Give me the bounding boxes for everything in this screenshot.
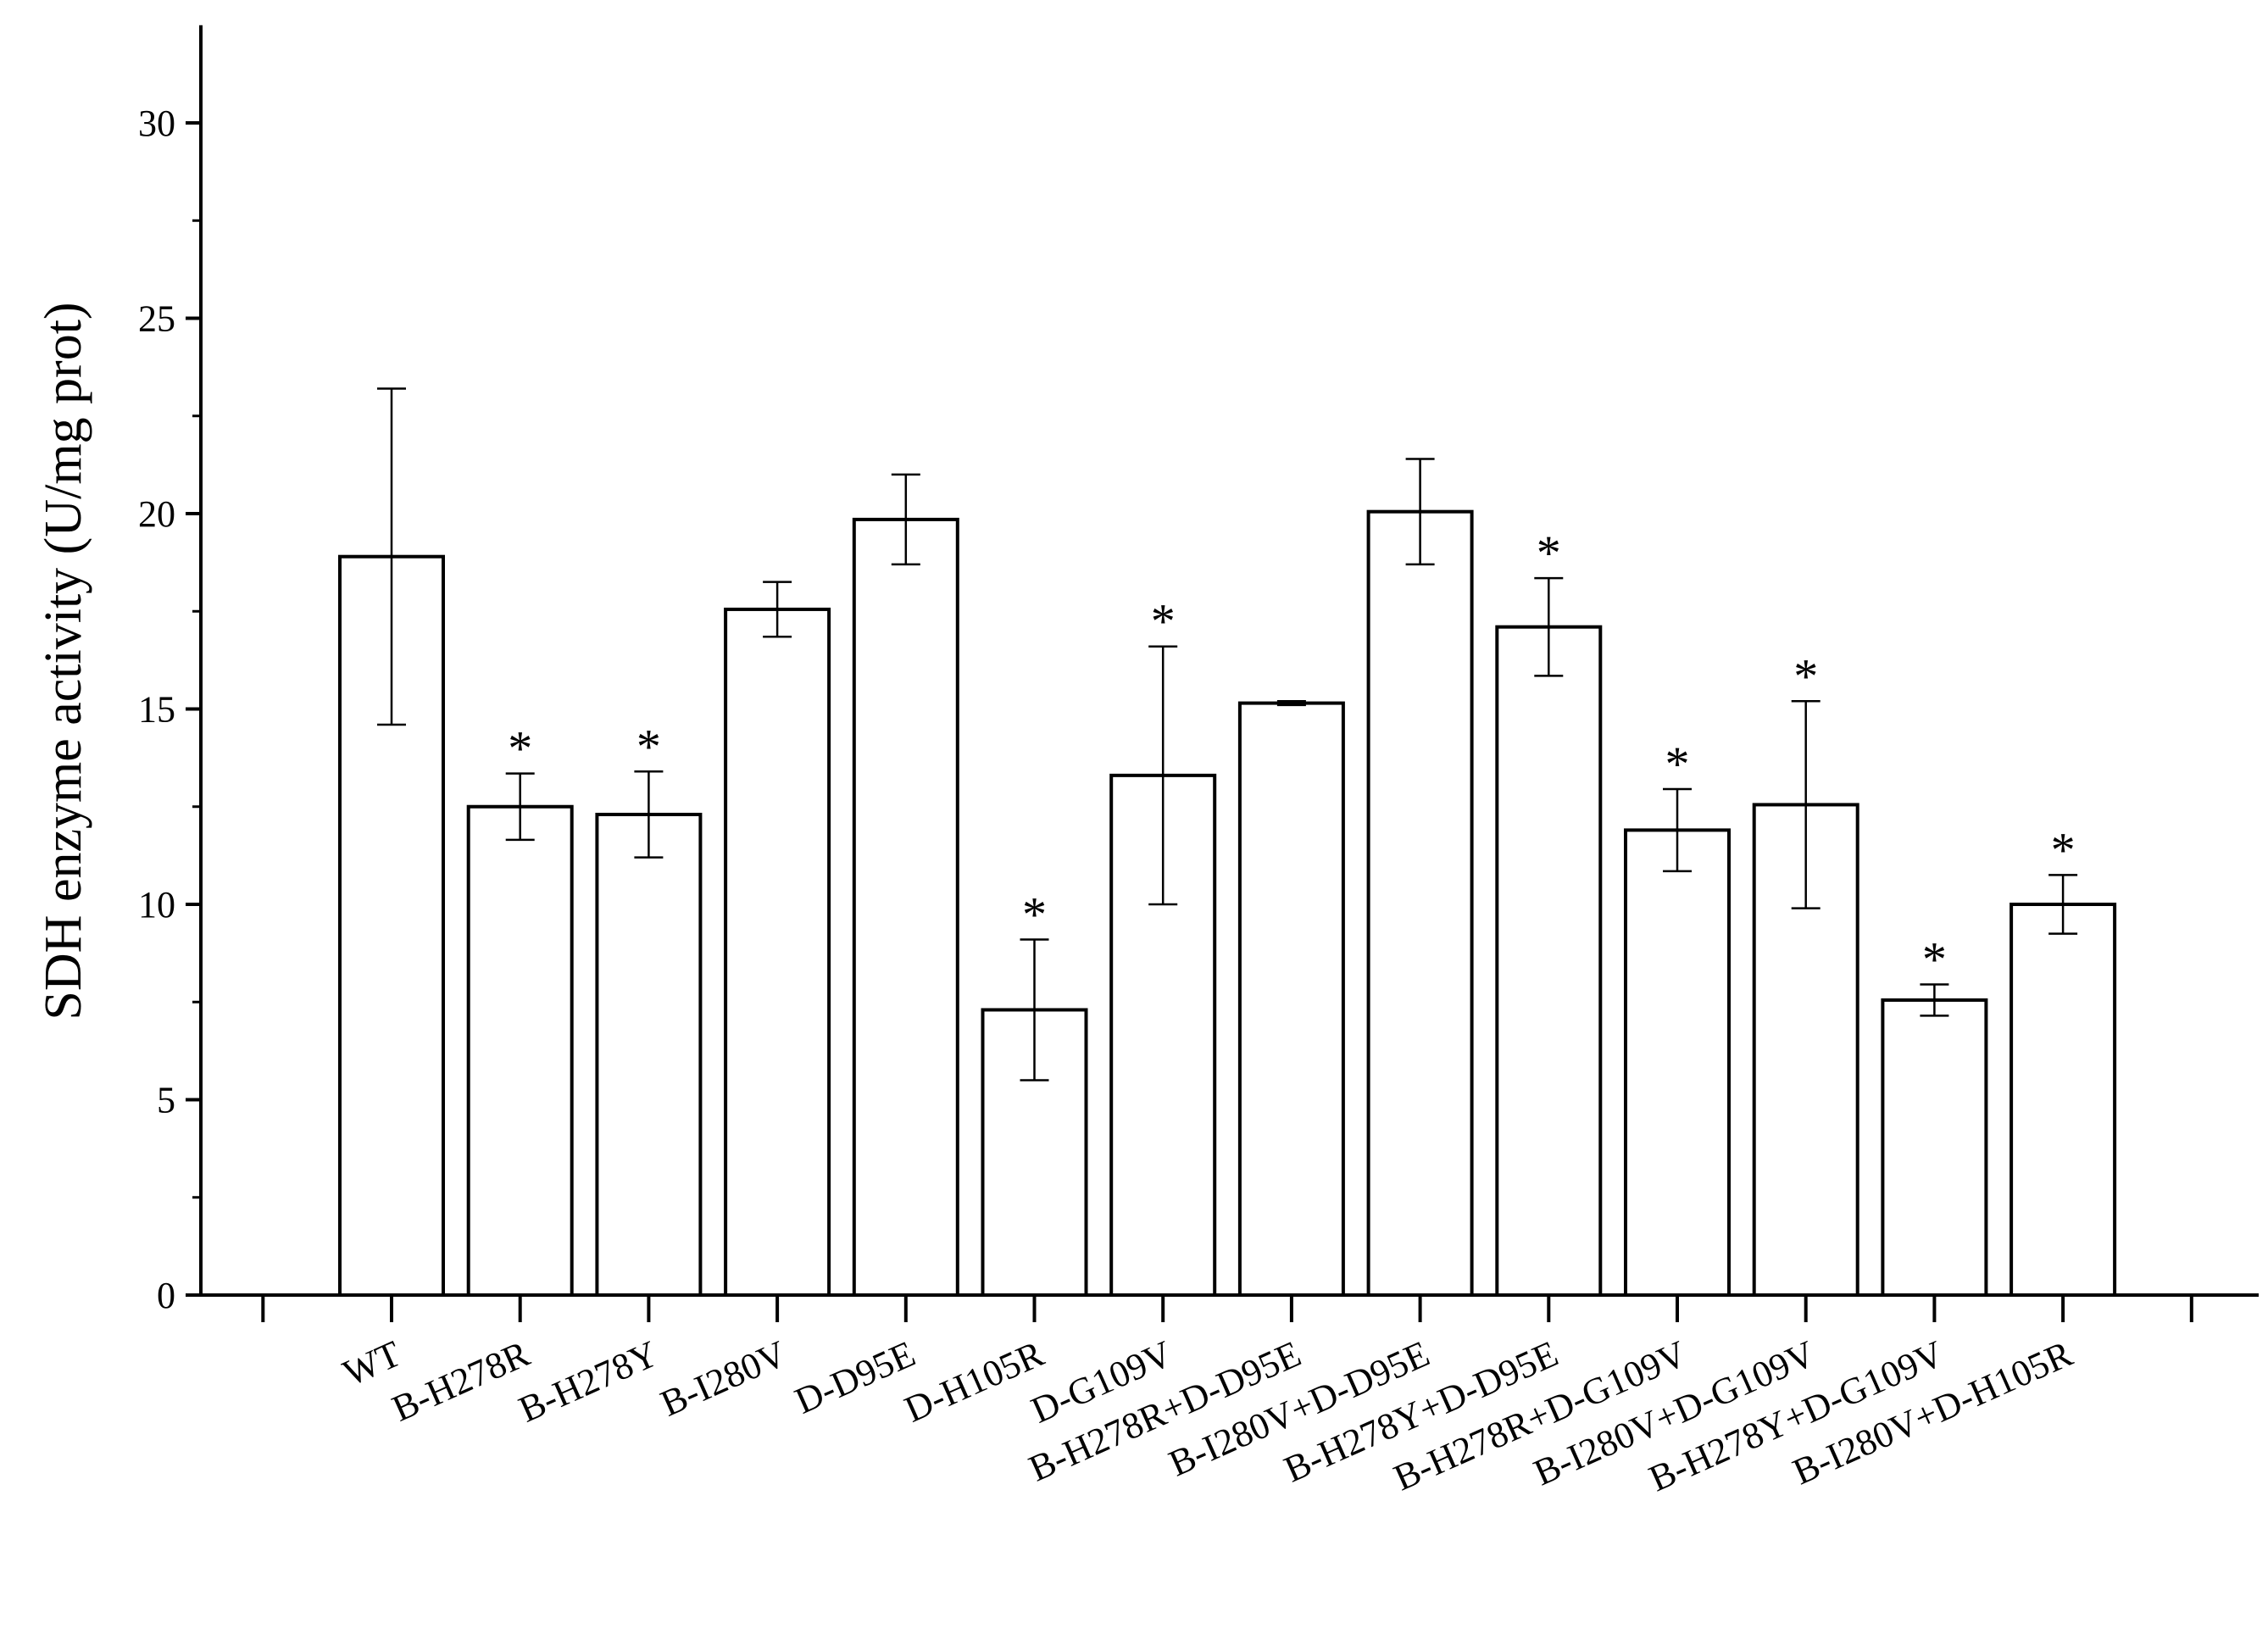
error-bar-8 — [1405, 458, 1435, 566]
bar-2 — [595, 812, 703, 1297]
bars — [338, 509, 2117, 1297]
bar-4 — [852, 517, 959, 1297]
error-bars — [377, 387, 2078, 1081]
error-bar-7 — [1276, 700, 1306, 707]
y-ticks: 0 5 10 15 20 25 30 — [138, 103, 201, 1316]
bar-9 — [1495, 625, 1603, 1297]
bar-11 — [1752, 803, 1859, 1297]
error-bar-11 — [1791, 700, 1821, 909]
error-bar-3 — [763, 581, 792, 638]
significance-markers: * * * * * * * * * — [508, 525, 2075, 987]
axes — [199, 25, 2259, 1322]
y-axis-title: SDH enzyme activity (U/mg prot) — [35, 302, 92, 1020]
category-label-5: D-H105R — [898, 1332, 1050, 1431]
significance-marker-10: * — [1665, 737, 1690, 792]
bar-13 — [2010, 903, 2117, 1297]
y-tick-label-10: 10 — [138, 884, 175, 926]
error-bar-9 — [1534, 576, 1564, 677]
error-bar-6 — [1148, 645, 1178, 906]
category-label-2: B-H278Y — [513, 1332, 664, 1430]
category-label-1: B-H278R — [386, 1332, 536, 1430]
significance-marker-9: * — [1537, 525, 1561, 581]
y-tick-label-0: 0 — [157, 1275, 175, 1316]
y-tick-label-20: 20 — [138, 493, 175, 535]
significance-marker-6: * — [1151, 594, 1176, 649]
y-tick-label-5: 5 — [157, 1080, 175, 1121]
category-label-4: D-D95E — [789, 1332, 921, 1421]
category-label-0: WT — [337, 1332, 408, 1394]
error-bar-13 — [2048, 874, 2078, 935]
category-labels: WTB-H278RB-H278YB-I280VD-D95ED-H105RD-G1… — [337, 1332, 2079, 1499]
significance-marker-12: * — [1922, 932, 1947, 987]
bar-12 — [1881, 998, 1988, 1297]
error-bar-2 — [634, 770, 664, 859]
y-tick-label-30: 30 — [138, 103, 175, 144]
error-bar-12 — [1920, 983, 1949, 1017]
y-tick-label-25: 25 — [138, 298, 175, 340]
y-tick-label-15: 15 — [138, 689, 175, 731]
error-bar-10 — [1663, 787, 1692, 873]
error-bar-0 — [377, 387, 406, 726]
category-label-3: B-I280V — [654, 1332, 792, 1424]
bar-8 — [1366, 509, 1474, 1297]
error-bar-4 — [891, 473, 920, 566]
significance-marker-2: * — [636, 719, 661, 774]
significance-marker-1: * — [508, 721, 532, 776]
bar-10 — [1624, 828, 1731, 1297]
significance-marker-11: * — [1793, 648, 1818, 703]
error-bar-1 — [505, 772, 535, 842]
bar-7 — [1237, 701, 1345, 1297]
error-bar-5 — [1020, 938, 1049, 1081]
significance-marker-5: * — [1022, 887, 1047, 942]
bar-1 — [466, 804, 574, 1297]
significance-marker-13: * — [2051, 822, 2076, 877]
bar-3 — [724, 607, 831, 1297]
